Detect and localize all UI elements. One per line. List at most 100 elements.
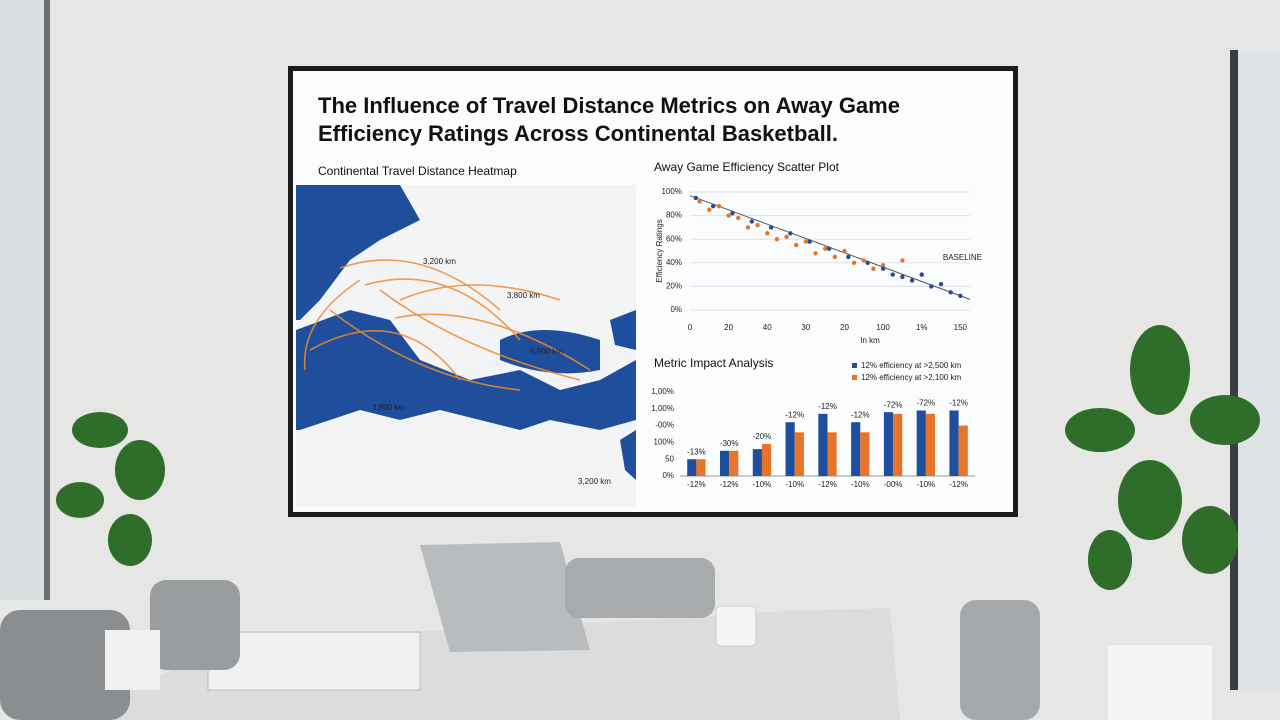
scatter-point bbox=[774, 237, 780, 242]
leaf bbox=[72, 412, 128, 448]
chair bbox=[150, 580, 240, 670]
travel-arcs bbox=[303, 259, 591, 391]
map-label: 5,800 km bbox=[530, 347, 563, 356]
x-tick-label: 30 bbox=[801, 323, 810, 332]
scatter-point bbox=[749, 219, 754, 224]
scatter-point bbox=[768, 225, 774, 230]
y-tick-label: 50 bbox=[665, 454, 674, 463]
scatter-title: Away Game Efficiency Scatter Plot bbox=[654, 160, 839, 174]
x-axis-label: In km bbox=[860, 336, 880, 345]
x-tick-label: -10% bbox=[851, 480, 870, 489]
x-tick-label: -12% bbox=[949, 480, 968, 489]
bar-annotation: -72% bbox=[884, 400, 903, 409]
bar-annotation: -72% bbox=[916, 399, 935, 408]
legend-swatch bbox=[852, 375, 857, 380]
scatter-point bbox=[842, 248, 847, 254]
y-tick-label: 0% bbox=[662, 471, 674, 480]
x-tick-label: 1% bbox=[916, 323, 928, 332]
window-left bbox=[0, 0, 50, 600]
bar bbox=[719, 450, 730, 476]
scatter-point bbox=[890, 272, 895, 277]
x-tick-label: -12% bbox=[687, 480, 706, 489]
scatter-point bbox=[909, 278, 915, 283]
scatter-point bbox=[784, 234, 789, 240]
map-land bbox=[610, 310, 636, 480]
scatter-point bbox=[707, 207, 712, 212]
map-sea-black bbox=[500, 330, 600, 374]
bar bbox=[818, 413, 828, 476]
window-right bbox=[1230, 50, 1280, 690]
scatter-point bbox=[807, 239, 812, 244]
legend-label: 12% efficiency at >2,500 km bbox=[861, 361, 961, 370]
screen-title: The Influence of Travel Distance Metrics… bbox=[318, 93, 900, 146]
window-frame bbox=[1230, 50, 1238, 690]
bar bbox=[893, 413, 903, 476]
bar-annotation: -13% bbox=[687, 447, 706, 456]
y-tick-label: 100% bbox=[662, 187, 682, 196]
planter bbox=[1108, 645, 1212, 720]
bar bbox=[958, 425, 968, 476]
legend-label: 12% efficiency at >2,100 km bbox=[861, 373, 961, 382]
scatter-point bbox=[697, 199, 702, 204]
mug bbox=[715, 605, 757, 647]
bar bbox=[785, 422, 795, 476]
leaf bbox=[56, 482, 104, 518]
scatter-point bbox=[846, 254, 851, 260]
arc bbox=[339, 259, 501, 311]
x-tick-label: -12% bbox=[720, 480, 739, 489]
bar-annotation: -30% bbox=[720, 439, 739, 448]
map-label: 3,800 km bbox=[372, 403, 405, 412]
bar bbox=[729, 450, 739, 476]
leaf bbox=[1065, 408, 1135, 452]
x-tick-label: 20 bbox=[724, 323, 733, 332]
scatter-point bbox=[755, 222, 760, 228]
arc bbox=[379, 289, 581, 381]
leaf bbox=[1118, 460, 1182, 540]
y-tick-label: 100% bbox=[654, 438, 674, 447]
bar bbox=[949, 410, 959, 476]
scatter-point bbox=[929, 284, 934, 289]
scatter-point bbox=[871, 266, 876, 271]
scatter-point bbox=[765, 231, 770, 236]
scatter-point bbox=[880, 262, 886, 268]
legend-swatch bbox=[852, 363, 857, 368]
scatter-point bbox=[745, 225, 751, 230]
x-tick-label: 20 bbox=[840, 323, 849, 332]
bar-annotation: -12% bbox=[851, 410, 870, 419]
bar bbox=[883, 412, 894, 476]
y-tick-label: 20% bbox=[666, 282, 682, 291]
chair bbox=[0, 610, 130, 720]
leaf bbox=[1182, 506, 1238, 574]
x-tick-label: 0 bbox=[688, 323, 693, 332]
scatter-point bbox=[788, 231, 793, 236]
bar bbox=[752, 449, 762, 476]
map-label: 3,800 km bbox=[507, 291, 540, 300]
scatter-point bbox=[710, 203, 716, 209]
scatter-point bbox=[948, 290, 953, 295]
map-land bbox=[296, 310, 636, 430]
x-tick-label: -10% bbox=[785, 480, 804, 489]
y-tick-label: 80% bbox=[666, 211, 682, 220]
scatter-point bbox=[693, 195, 698, 201]
scatter-point bbox=[726, 213, 731, 218]
bar bbox=[925, 413, 936, 476]
scatter-point bbox=[958, 293, 963, 299]
leaf bbox=[1088, 530, 1132, 590]
bar bbox=[827, 432, 837, 476]
bar-annotation: -12% bbox=[818, 402, 837, 411]
scatter-point bbox=[794, 242, 799, 248]
x-tick-label: 150 bbox=[954, 323, 968, 332]
window-frame bbox=[44, 0, 50, 600]
y-tick-label: 60% bbox=[666, 234, 682, 243]
scatter-point bbox=[716, 203, 722, 209]
bar bbox=[851, 422, 861, 476]
plant-leaves bbox=[56, 325, 1260, 590]
x-tick-label: 100 bbox=[876, 323, 890, 332]
x-tick-label: -10% bbox=[916, 480, 935, 489]
scatter-point bbox=[832, 254, 838, 260]
bar-title: Metric Impact Analysis bbox=[654, 356, 774, 370]
y-tick-label: 40% bbox=[666, 258, 682, 267]
chair bbox=[960, 600, 1040, 720]
